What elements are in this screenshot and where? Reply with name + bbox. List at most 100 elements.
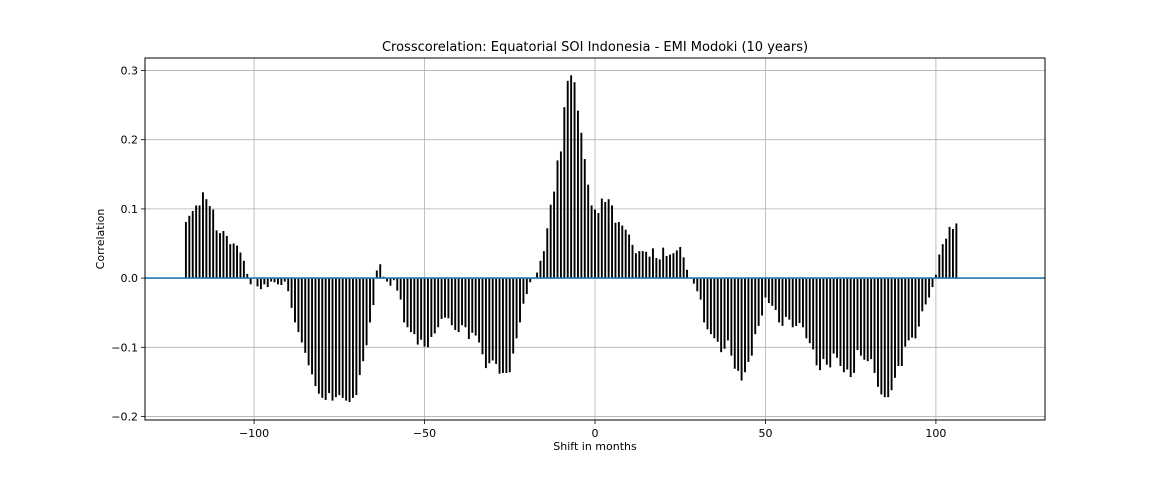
bar <box>761 278 763 316</box>
bar <box>607 199 610 279</box>
bar <box>672 253 675 279</box>
bar <box>686 269 688 279</box>
bar <box>580 132 583 279</box>
bar <box>781 278 784 326</box>
bar <box>273 278 276 283</box>
bar <box>945 238 948 279</box>
bar <box>423 278 426 347</box>
bar <box>556 160 559 279</box>
bar <box>716 278 719 342</box>
bar <box>911 278 913 338</box>
bar <box>553 191 556 279</box>
bar <box>225 235 228 279</box>
bar <box>614 222 617 279</box>
bar <box>413 278 416 335</box>
bar <box>457 278 460 333</box>
bar <box>427 278 429 348</box>
bar <box>590 205 593 279</box>
x-tick-label: 0 <box>592 427 599 440</box>
bar <box>280 278 283 286</box>
bar <box>832 278 835 354</box>
bar <box>774 278 777 310</box>
bar <box>648 256 651 279</box>
bar <box>805 278 808 339</box>
bar <box>495 278 498 364</box>
bar <box>634 253 637 279</box>
bar <box>628 234 631 279</box>
bar <box>542 251 545 279</box>
bar <box>709 278 712 335</box>
bar <box>941 244 944 279</box>
bar <box>890 278 893 391</box>
bar <box>662 247 665 279</box>
bar <box>505 278 508 373</box>
bar <box>525 278 528 295</box>
bar <box>842 278 845 373</box>
y-tick-label: 0.3 <box>121 64 139 77</box>
bar <box>311 278 313 375</box>
bar <box>484 278 487 369</box>
bar <box>570 75 573 279</box>
bar <box>389 278 392 286</box>
bar <box>566 80 569 279</box>
bar <box>478 278 481 343</box>
bar <box>713 278 716 339</box>
bar <box>464 278 467 328</box>
y-tick-label: −0.1 <box>111 341 138 354</box>
bar <box>277 278 279 285</box>
bar <box>767 278 770 304</box>
bar <box>300 278 303 343</box>
bar <box>624 229 627 279</box>
bar <box>597 213 600 279</box>
bar <box>727 278 729 341</box>
bar <box>573 82 576 279</box>
bar <box>399 278 402 300</box>
bar <box>931 278 934 288</box>
bar <box>195 205 198 279</box>
bar <box>334 278 337 398</box>
x-tick-label: −100 <box>239 427 269 440</box>
bar <box>205 199 208 279</box>
bar <box>219 233 221 279</box>
bar <box>321 278 324 398</box>
bar <box>740 278 743 381</box>
bar <box>563 107 566 279</box>
bar <box>191 210 194 279</box>
bar <box>488 278 491 364</box>
x-axis-label: Shift in months <box>553 440 637 453</box>
bar <box>433 278 436 334</box>
bar <box>897 278 900 367</box>
x-axis-ticks: −100 −50 0 50 100 <box>239 420 946 440</box>
bar <box>706 278 709 330</box>
bar <box>720 278 723 353</box>
bar <box>236 245 238 279</box>
bar <box>246 273 249 279</box>
bar <box>822 278 825 360</box>
bar <box>754 278 757 335</box>
bar <box>870 278 873 360</box>
bar <box>675 250 678 279</box>
bar <box>259 278 262 290</box>
bar <box>594 209 596 279</box>
bar <box>454 278 457 331</box>
bar <box>863 278 866 360</box>
bar <box>232 243 235 279</box>
bar <box>600 198 603 279</box>
bar <box>825 278 828 365</box>
bar <box>808 278 811 344</box>
bar <box>362 278 365 362</box>
bar <box>229 244 232 279</box>
bar <box>880 278 883 395</box>
bar <box>461 278 463 326</box>
bar <box>839 278 842 367</box>
bar <box>815 278 818 366</box>
bar <box>519 278 521 323</box>
bar <box>894 278 896 378</box>
bar <box>338 278 341 396</box>
bar <box>587 184 590 279</box>
bar <box>341 278 344 398</box>
bar <box>883 278 886 398</box>
bar <box>430 278 433 337</box>
bar <box>583 159 586 279</box>
bar <box>406 278 409 328</box>
